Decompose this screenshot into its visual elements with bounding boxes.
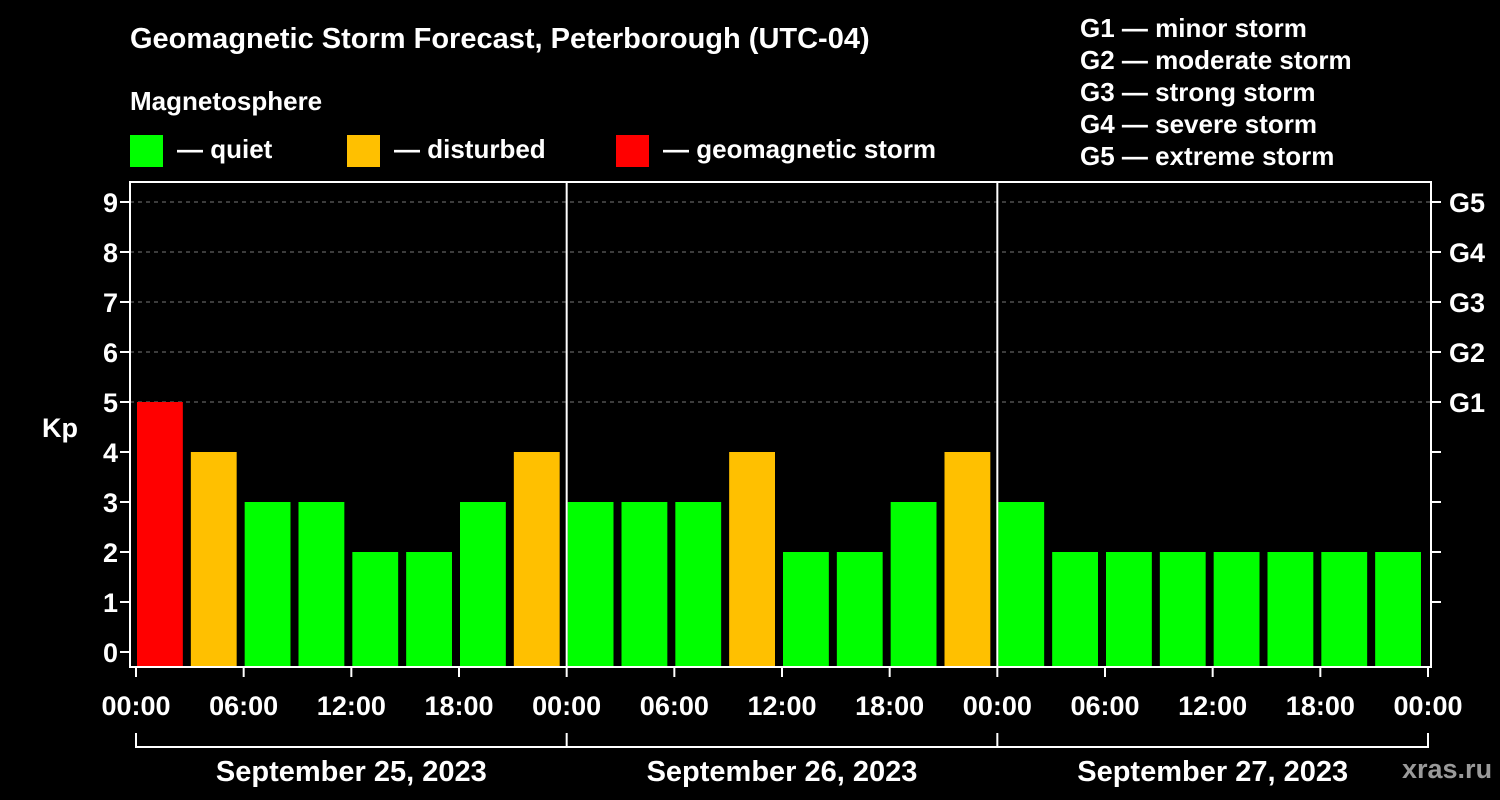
legend-swatch-disturbed xyxy=(347,135,380,167)
kp-bar xyxy=(1213,552,1260,667)
x-tick-label: 06:00 xyxy=(1070,691,1139,721)
kp-bar xyxy=(621,502,668,667)
x-tick-label: 18:00 xyxy=(424,691,493,721)
storm-scale-g4: G4 — severe storm xyxy=(1080,109,1317,139)
kp-bar xyxy=(1267,552,1314,667)
storm-scale-legend: G1 — minor storm G2 — moderate storm G3 … xyxy=(1080,13,1352,171)
storm-scale-g2: G2 — moderate storm xyxy=(1080,45,1352,75)
kp-bar xyxy=(944,452,991,667)
y-tick-label: 4 xyxy=(103,438,118,468)
date-axis: September 25, 2023 September 26, 2023 Sept… xyxy=(135,733,1429,788)
bars xyxy=(137,402,1421,667)
kp-bar xyxy=(352,552,399,667)
x-tick-label: 12:00 xyxy=(747,691,816,721)
y-tick-label: 8 xyxy=(103,238,118,268)
right-axis: G1 G2 G3 G4 G5 xyxy=(1431,188,1485,603)
kp-bar xyxy=(998,502,1045,667)
kp-bar xyxy=(836,552,883,667)
x-tick-label: 18:00 xyxy=(1286,691,1355,721)
x-tick-label: 00:00 xyxy=(532,691,601,721)
x-tick-label: 00:00 xyxy=(963,691,1032,721)
watermark: xras.ru xyxy=(1402,754,1492,784)
kp-bar xyxy=(890,502,937,667)
g-level-label: G5 xyxy=(1449,188,1485,218)
storm-scale-g3: G3 — strong storm xyxy=(1080,77,1315,107)
y-axis: 0 1 2 3 4 5 6 7 8 9 xyxy=(103,188,130,668)
y-tick-label: 6 xyxy=(103,338,118,368)
kp-bar xyxy=(513,452,560,667)
legend-swatch-storm xyxy=(616,135,649,167)
kp-bar xyxy=(729,452,775,667)
y-tick-label: 5 xyxy=(103,388,118,418)
kp-bar xyxy=(406,552,452,667)
x-axis: 00:00 06:00 12:00 18:00 00:00 06:00 12:00 18:00… xyxy=(101,667,1463,721)
legend-label-quiet: — quiet xyxy=(177,134,273,164)
kp-bar xyxy=(1321,552,1368,667)
kp-bar xyxy=(137,402,183,667)
y-tick-label: 9 xyxy=(103,188,118,218)
x-tick-label: 12:00 xyxy=(1178,691,1247,721)
y-tick-label: 7 xyxy=(103,288,118,318)
y-tick-label: 3 xyxy=(103,488,118,518)
kp-bar xyxy=(1052,552,1098,667)
x-tick-label: 00:00 xyxy=(1393,691,1462,721)
kp-bar xyxy=(298,502,345,667)
kp-bar xyxy=(675,502,722,667)
g-level-label: G2 xyxy=(1449,338,1485,368)
grid-lines xyxy=(130,201,1431,403)
kp-bar xyxy=(460,502,506,667)
day-separators xyxy=(565,182,999,667)
plot-frame xyxy=(129,181,1432,668)
kp-bar xyxy=(1106,552,1152,667)
g-level-label: G3 xyxy=(1449,288,1485,318)
g-level-label: G4 xyxy=(1449,238,1485,268)
legend: — quiet — disturbed — geomagnetic storm xyxy=(130,134,936,167)
kp-bar xyxy=(783,552,829,667)
x-tick-label: 18:00 xyxy=(855,691,924,721)
y-axis-label: Kp xyxy=(42,413,78,443)
date-label: September 26, 2023 xyxy=(647,756,918,788)
storm-scale-g5: G5 — extreme storm xyxy=(1080,141,1334,171)
storm-scale-g1: G1 — minor storm xyxy=(1080,13,1307,43)
y-tick-label: 1 xyxy=(103,588,118,618)
legend-label-disturbed: — disturbed xyxy=(394,134,546,164)
x-tick-label: 12:00 xyxy=(317,691,386,721)
x-tick-label: 06:00 xyxy=(640,691,709,721)
kp-bar xyxy=(567,502,614,667)
kp-bar xyxy=(190,452,237,667)
legend-swatch-quiet xyxy=(130,135,163,167)
x-tick-label: 00:00 xyxy=(101,691,170,721)
date-label: September 25, 2023 xyxy=(216,756,487,788)
y-tick-label: 2 xyxy=(103,538,118,568)
date-label: September 27, 2023 xyxy=(1077,756,1348,788)
legend-label-storm: — geomagnetic storm xyxy=(663,134,936,164)
kp-bar xyxy=(1159,552,1206,667)
legend-heading: Magnetosphere xyxy=(130,86,322,116)
y-tick-label: 0 xyxy=(103,638,118,668)
kp-bar xyxy=(1375,552,1421,667)
kp-bar xyxy=(244,502,291,667)
g-level-label: G1 xyxy=(1449,388,1485,418)
chart-title: Geomagnetic Storm Forecast, Peterborough… xyxy=(130,23,870,55)
x-tick-label: 06:00 xyxy=(209,691,278,721)
